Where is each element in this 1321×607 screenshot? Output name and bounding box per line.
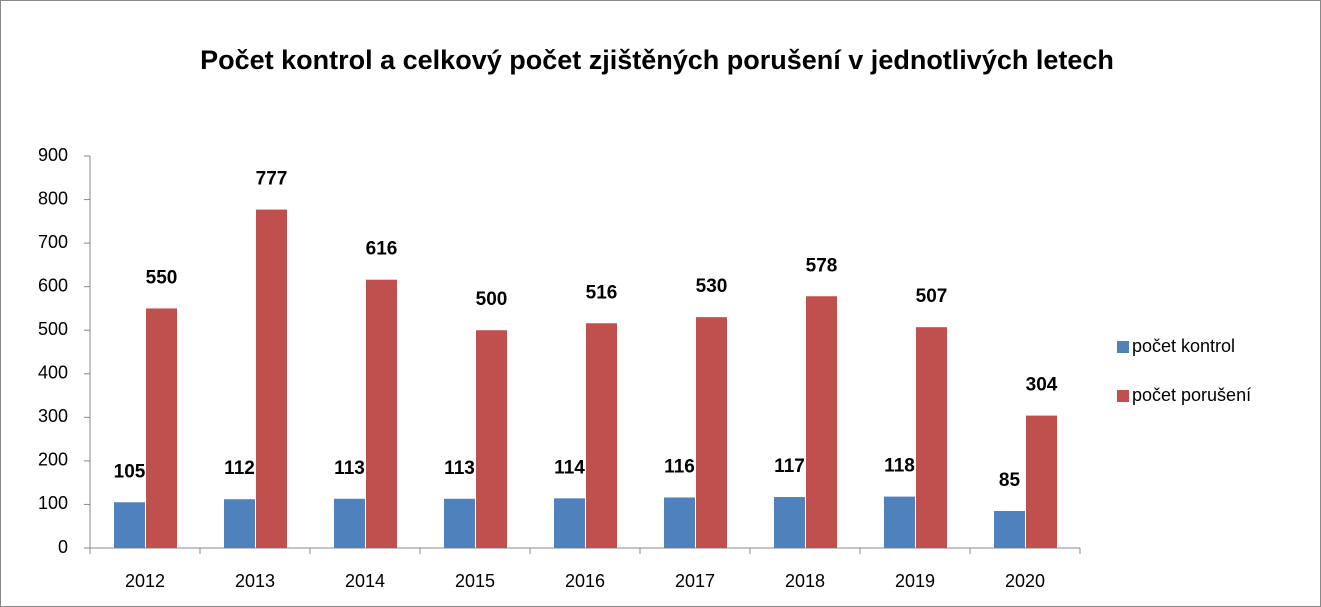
bar [366,279,397,548]
y-tick-label: 900 [38,145,68,165]
data-label: 112 [224,458,255,479]
y-tick-label: 600 [38,275,68,295]
bar [806,296,837,548]
bar [1026,415,1057,548]
bar [256,209,287,548]
y-tick-label: 100 [38,493,68,513]
y-tick-label: 500 [38,319,68,339]
bar [884,496,915,548]
data-label: 616 [366,239,398,260]
data-label: 507 [916,286,948,307]
legend-swatch [1117,341,1129,353]
bar [664,497,695,548]
bar [224,499,255,548]
data-label: 114 [554,457,585,478]
data-label: 105 [114,461,146,482]
y-tick-label: 300 [38,406,68,426]
bar [334,498,365,548]
data-label: 118 [884,456,915,477]
x-tick-label: 2017 [675,571,715,591]
x-tick-label: 2019 [895,571,935,591]
y-tick-label: 400 [38,363,68,383]
x-tick-label: 2018 [785,571,825,591]
bar [114,502,145,548]
y-tick-label: 0 [58,537,68,557]
bar [916,327,947,548]
bar [586,323,617,548]
x-tick-label: 2015 [455,571,495,591]
chart-title: Počet kontrol a celkový počet zjištěných… [200,45,1114,75]
data-label: 530 [696,276,728,297]
bar [696,317,727,548]
legend-swatch [1117,390,1129,402]
bar [476,330,507,548]
y-tick-label: 700 [38,232,68,252]
data-label: 516 [586,282,618,303]
bar [994,510,1025,548]
data-label: 578 [806,255,838,276]
data-label: 500 [476,289,508,310]
bar [444,498,475,548]
data-label: 777 [256,169,288,190]
data-label: 113 [444,458,475,479]
data-label: 117 [774,456,805,477]
x-tick-label: 2012 [125,571,165,591]
bar [554,498,585,548]
legend-label: počet kontrol [1132,336,1235,356]
data-label: 550 [146,267,178,288]
x-tick-label: 2013 [235,571,275,591]
bar [774,497,805,548]
legend-label: počet porušení [1132,385,1251,405]
y-tick-label: 800 [38,188,68,208]
x-tick-label: 2020 [1005,571,1045,591]
x-tick-label: 2014 [345,571,385,591]
y-tick-label: 200 [38,450,68,470]
data-label: 116 [664,456,695,477]
data-label: 113 [334,458,365,479]
data-label: 85 [999,470,1021,491]
data-label: 304 [1026,375,1058,396]
x-tick-label: 2016 [565,571,605,591]
bar [146,308,177,548]
